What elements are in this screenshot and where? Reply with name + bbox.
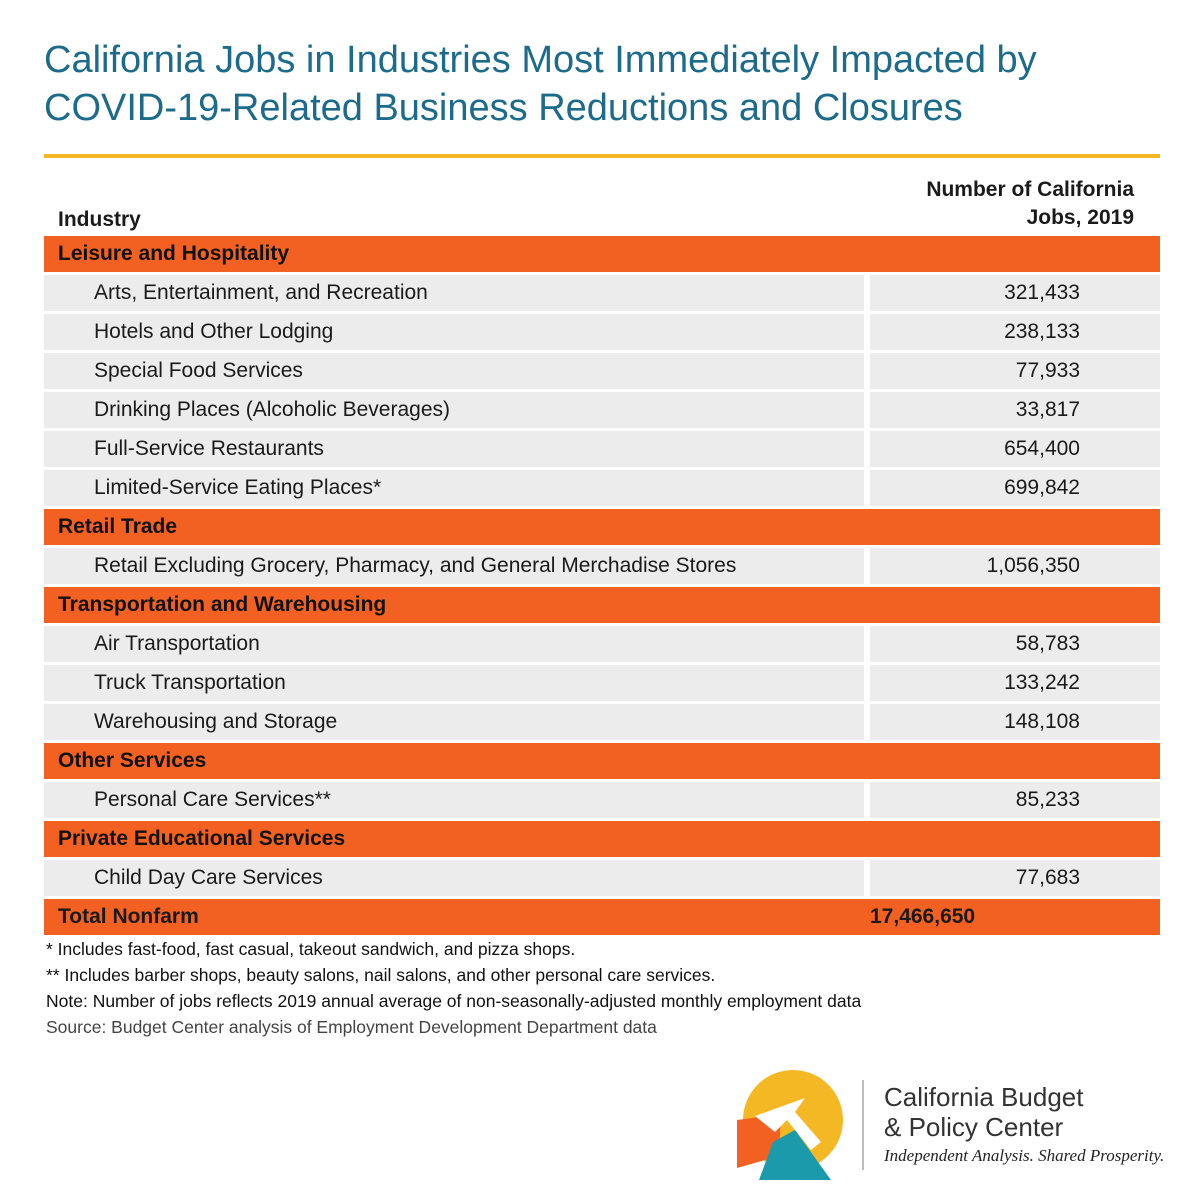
category-row-label: Private Educational Services xyxy=(44,821,864,857)
table-row-label: Full-Service Restaurants xyxy=(44,431,864,467)
cell-gap xyxy=(864,587,870,623)
table-row-value: 148,108 xyxy=(870,704,1160,740)
total-row: Total Nonfarm 17,466,650 xyxy=(44,899,1160,935)
cell-gap xyxy=(864,782,870,818)
category-row: Retail Trade xyxy=(44,509,1160,545)
footnote-asterisk: * Includes fast-food, fast casual, takeo… xyxy=(46,939,576,959)
table-row: Child Day Care Services 77,683 xyxy=(44,860,1160,896)
table-row-value: 77,933 xyxy=(870,353,1160,389)
table-row: Retail Excluding Grocery, Pharmacy, and … xyxy=(44,548,1160,584)
footnotes: * Includes fast-food, fast casual, takeo… xyxy=(46,936,1156,1040)
table-row-value: 321,433 xyxy=(870,275,1160,311)
title-divider xyxy=(44,154,1160,158)
category-row-label: Other Services xyxy=(44,743,864,779)
org-tagline: Independent Analysis. Shared Prosperity. xyxy=(884,1146,1165,1165)
category-row: Transportation and Warehousing xyxy=(44,587,1160,623)
cell-gap xyxy=(864,821,870,857)
table-row-label: Special Food Services xyxy=(44,353,864,389)
cell-gap xyxy=(864,860,870,896)
cell-gap xyxy=(864,470,870,506)
table-row-label: Hotels and Other Lodging xyxy=(44,314,864,350)
total-row-value: 17,466,650 xyxy=(870,899,1160,935)
table-row: Arts, Entertainment, and Recreation 321,4… xyxy=(44,275,1160,311)
total-row-label: Total Nonfarm xyxy=(44,899,864,935)
table-row-label: Child Day Care Services xyxy=(44,860,864,896)
category-row-value xyxy=(870,509,1160,545)
cell-gap xyxy=(864,665,870,701)
table-row: Personal Care Services** 85,233 xyxy=(44,782,1160,818)
table-row-label: Air Transportation xyxy=(44,626,864,662)
table-row: Drinking Places (Alcoholic Beverages) 33,… xyxy=(44,392,1160,428)
category-row: Private Educational Services xyxy=(44,821,1160,857)
category-row-value xyxy=(870,587,1160,623)
table-row-label: Drinking Places (Alcoholic Beverages) xyxy=(44,392,864,428)
cell-gap xyxy=(864,743,870,779)
footnote-double-asterisk: ** Includes barber shops, beauty salons,… xyxy=(46,965,716,985)
cell-gap xyxy=(864,431,870,467)
table-row-value: 58,783 xyxy=(870,626,1160,662)
jobs-table: Leisure and Hospitality Arts, Entertainme… xyxy=(44,233,1160,938)
table-row-label: Arts, Entertainment, and Recreation xyxy=(44,275,864,311)
table-row: Special Food Services 77,933 xyxy=(44,353,1160,389)
table-row: Limited-Service Eating Places* 699,842 xyxy=(44,470,1160,506)
jobs-table-body: Leisure and Hospitality Arts, Entertainme… xyxy=(44,236,1160,935)
cell-gap xyxy=(864,548,870,584)
cell-gap xyxy=(864,704,870,740)
category-row-label: Retail Trade xyxy=(44,509,864,545)
table-row-label: Warehousing and Storage xyxy=(44,704,864,740)
cell-gap xyxy=(864,509,870,545)
cell-gap xyxy=(864,314,870,350)
category-row-value xyxy=(870,743,1160,779)
table-row: Warehousing and Storage 148,108 xyxy=(44,704,1160,740)
table-row-label: Personal Care Services** xyxy=(44,782,864,818)
table-row: Air Transportation 58,783 xyxy=(44,626,1160,662)
table-row-value: 1,056,350 xyxy=(870,548,1160,584)
category-row: Other Services xyxy=(44,743,1160,779)
budget-center-logo-icon xyxy=(737,1070,843,1180)
cell-gap xyxy=(864,275,870,311)
table-row-value: 33,817 xyxy=(870,392,1160,428)
table-row-value: 238,133 xyxy=(870,314,1160,350)
cell-gap xyxy=(864,626,870,662)
table-row-value: 77,683 xyxy=(870,860,1160,896)
cell-gap xyxy=(864,392,870,428)
table-header: Industry Number of California Jobs, 2019 xyxy=(44,176,1160,236)
column-header-industry: Industry xyxy=(58,208,141,231)
chart-title: California Jobs in Industries Most Immed… xyxy=(44,39,1037,129)
cell-gap xyxy=(864,899,870,935)
table-row-value: 654,400 xyxy=(870,431,1160,467)
table-row: Hotels and Other Lodging 238,133 xyxy=(44,314,1160,350)
table-row-value: 133,242 xyxy=(870,665,1160,701)
category-row: Leisure and Hospitality xyxy=(44,236,1160,272)
category-row-label: Leisure and Hospitality xyxy=(44,236,864,272)
cell-gap xyxy=(864,236,870,272)
footnote-source: Source: Budget Center analysis of Employ… xyxy=(46,1017,657,1037)
table-row-value: 85,233 xyxy=(870,782,1160,818)
column-header-jobs: Number of California Jobs, 2019 xyxy=(926,178,1134,229)
category-row-value xyxy=(870,821,1160,857)
table-row-label: Retail Excluding Grocery, Pharmacy, and … xyxy=(44,548,864,584)
footnote-note: Note: Number of jobs reflects 2019 annua… xyxy=(46,991,862,1011)
cell-gap xyxy=(864,353,870,389)
table-row-label: Truck Transportation xyxy=(44,665,864,701)
table-row-label: Limited-Service Eating Places* xyxy=(44,470,864,506)
org-name: California Budget & Policy Center xyxy=(884,1082,1084,1142)
table-row-value: 699,842 xyxy=(870,470,1160,506)
table-row: Full-Service Restaurants 654,400 xyxy=(44,431,1160,467)
category-row-value xyxy=(870,236,1160,272)
category-row-label: Transportation and Warehousing xyxy=(44,587,864,623)
logo-divider xyxy=(862,1080,864,1170)
table-row: Truck Transportation 133,242 xyxy=(44,665,1160,701)
